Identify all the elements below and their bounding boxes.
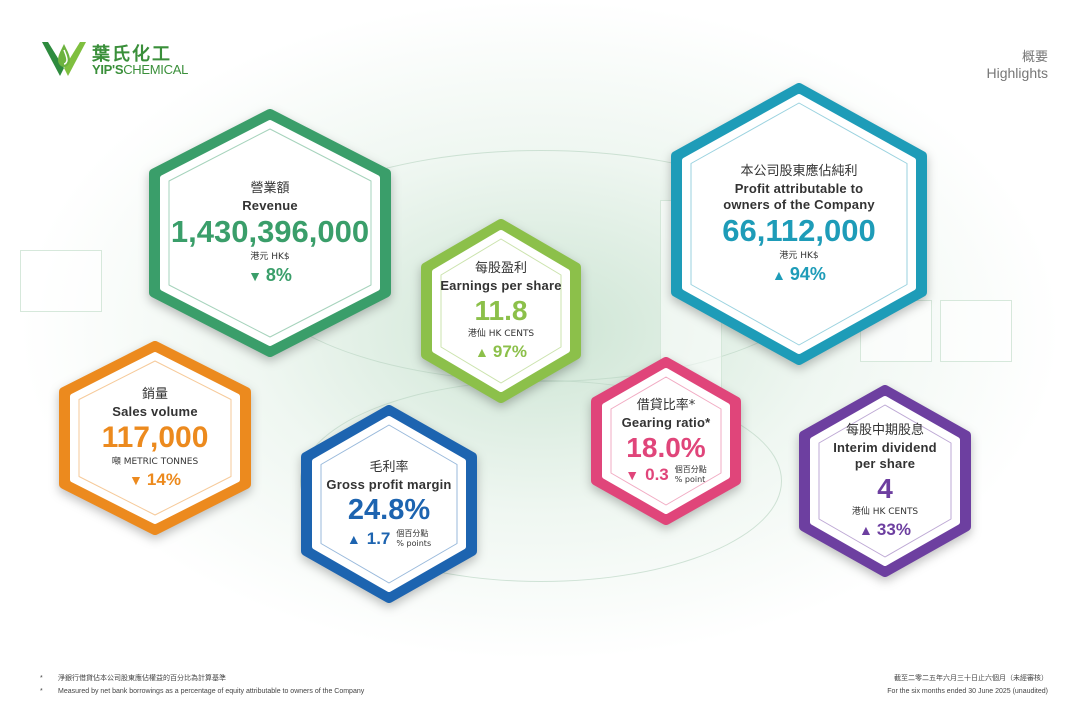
profit-unit: 港元 HK$: [779, 251, 819, 262]
down-triangle-icon: ▼: [248, 267, 262, 284]
hexagon-inner-line: [818, 404, 952, 558]
sales-volume-card: 銷量 Sales volume 117,000 噸 METRIC TONNES …: [58, 340, 252, 536]
logo-chinese-name: 葉氏化工: [92, 44, 172, 65]
profit-label-en-2: owners of the Company: [723, 196, 875, 212]
sales-label-cn: 銷量: [141, 386, 168, 402]
profit-card: 本公司股東應佔純利 Profit attributable to owners …: [670, 82, 928, 366]
gpm-label-cn: 毛利率: [369, 460, 409, 476]
eps-unit: 港仙 HK CENTS: [467, 329, 535, 340]
gpm-label-en: Gross profit margin: [326, 477, 452, 493]
gross-profit-margin-card: 毛利率 Gross profit margin 24.8% ▲ 1.7 個百分點…: [300, 404, 478, 604]
eps-label-cn: 每股盈利: [474, 260, 527, 276]
revenue-change: ▼ 8%: [248, 265, 292, 286]
profit-label-en-1: Profit attributable to: [734, 180, 864, 196]
dividend-label-en-1: Interim dividend: [833, 439, 937, 455]
revenue-card: 營業額 Revenue 1,430,396,000 港元 HK$ ▼ 8%: [148, 108, 392, 358]
gpm-value: 24.8%: [347, 494, 431, 527]
hexagon-inner-line: [440, 238, 562, 384]
hexagon-face: [810, 396, 960, 566]
sales-label-en: Sales volume: [112, 403, 198, 419]
footnote-cn: 淨銀行借貸佔本公司股東應佔權益的百分比為計算基準: [58, 674, 226, 682]
dividend-change: ▲ 33%: [859, 520, 911, 540]
background-panel: [940, 300, 1012, 362]
hexagon-face: [682, 94, 916, 354]
gearing-change: ▼ 0.3 個百分點% point: [625, 465, 707, 485]
revenue-value: 1,430,396,000: [170, 213, 370, 249]
hexagon-inner-line: [78, 360, 232, 516]
period-note: 截至二零二五年六月三十日止六個月（未經審核） For the six month…: [887, 672, 1048, 698]
revenue-unit: 港元 HK$: [250, 252, 290, 263]
revenue-label-en: Revenue: [242, 197, 298, 213]
footnote: * 淨銀行借貸佔本公司股東應佔權益的百分比為計算基準 * Measured by n…: [40, 674, 365, 695]
gearing-value: 18.0%: [626, 431, 706, 463]
period-en: For the six months ended 30 June 2025 (u…: [887, 688, 1048, 695]
down-triangle-icon: ▼: [625, 467, 640, 484]
down-triangle-icon: ▼: [129, 472, 143, 489]
dividend-value: 4: [877, 472, 893, 504]
profit-label-cn: 本公司股東應佔純利: [740, 163, 858, 179]
background-panel: [20, 250, 102, 312]
hexagon-face: [602, 368, 730, 514]
up-triangle-icon: ▲: [859, 522, 873, 539]
hexagon-face: [160, 120, 380, 346]
footnote-en: Measured by net bank borrowings as a per…: [58, 688, 365, 695]
profit-change: ▲ 94%: [772, 264, 826, 285]
hexagon-inner-line: [690, 102, 908, 346]
hexagon-inner-line: [168, 128, 372, 338]
hexagon-inner-line: [610, 376, 722, 506]
leaf-drop-icon: [42, 42, 86, 76]
up-triangle-icon: ▲: [475, 344, 489, 361]
hexagon-inner-line: [320, 424, 458, 584]
hexagon-face: [432, 230, 570, 392]
period-cn: 截至二零二五年六月三十日止六個月（未經審核）: [894, 674, 1048, 682]
company-logo: 葉氏化工 YIP'SCHEMICAL: [40, 38, 190, 80]
eps-label-en: Earnings per share: [440, 277, 562, 293]
up-triangle-icon: ▲: [772, 266, 786, 283]
gearing-ratio-card: 借貸比率* Gearing ratio* 18.0% ▼ 0.3 個百分點% p…: [590, 356, 742, 526]
hexagon-face: [312, 416, 466, 592]
dividend-label-en-2: per share: [854, 455, 916, 471]
section-title-cn: 概要: [1021, 50, 1048, 65]
logo-english-name: YIP'SCHEMICAL: [92, 62, 188, 77]
eps-change: ▲ 97%: [475, 342, 527, 362]
dividend-label-cn: 每股中期股息: [845, 422, 924, 438]
dividend-unit: 港仙 HK CENTS: [851, 507, 919, 518]
sales-value: 117,000: [101, 420, 209, 454]
up-triangle-icon: ▲: [346, 530, 361, 547]
eps-card: 每股盈利 Earnings per share 11.8 港仙 HK CENTS…: [420, 218, 582, 404]
revenue-label-cn: 營業額: [250, 180, 290, 196]
sales-change: ▼ 14%: [129, 470, 181, 490]
section-title: 概要 Highlights: [987, 46, 1048, 81]
gearing-label-cn: 借貸比率*: [636, 397, 696, 413]
interim-dividend-card: 每股中期股息 Interim dividend per share 4 港仙 H…: [798, 384, 972, 578]
section-title-en: Highlights: [986, 65, 1048, 81]
eps-value: 11.8: [474, 294, 528, 326]
profit-value: 66,112,000: [722, 212, 876, 248]
gearing-label-en: Gearing ratio*: [621, 414, 711, 430]
gpm-change: ▲ 1.7 個百分點% points: [346, 528, 432, 548]
sales-unit: 噸 METRIC TONNES: [111, 457, 199, 468]
hexagon-face: [70, 352, 240, 524]
